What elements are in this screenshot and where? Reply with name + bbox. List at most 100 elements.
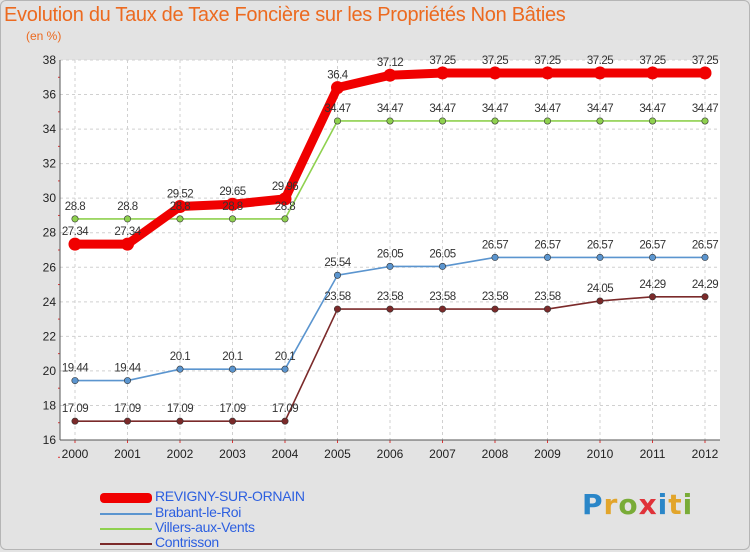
x-tick-label: 2009: [534, 447, 561, 461]
data-label-brabant: 20.1: [275, 351, 295, 363]
data-point-contrisson: [386, 305, 394, 313]
data-point-revigny: [593, 66, 607, 80]
data-label-contrisson: 23.58: [534, 291, 560, 303]
data-label-revigny: 29.65: [219, 186, 245, 198]
legend-swatch-contrisson: [100, 543, 152, 545]
legend-label-revigny: REVIGNY-SUR-ORNAIN: [155, 488, 305, 504]
legend-label-villers: Villers-aux-Vents: [155, 519, 255, 535]
proxiti-logo: Proxiti: [582, 488, 693, 521]
y-tick-label: 30: [43, 191, 57, 205]
data-point-contrisson: [176, 417, 184, 425]
data-point-brabant: [491, 253, 499, 261]
data-point-contrisson: [281, 417, 289, 425]
logo-letter: P: [582, 488, 604, 521]
data-point-revigny: [698, 66, 712, 80]
data-point-villers: [229, 215, 237, 223]
data-label-villers: 28.8: [117, 201, 137, 213]
data-point-brabant: [124, 377, 132, 385]
y-tick-label: 20: [43, 364, 57, 378]
data-point-brabant: [176, 365, 184, 373]
data-label-contrisson: 17.09: [114, 403, 140, 415]
data-point-revigny: [331, 81, 344, 95]
data-point-contrisson: [701, 293, 709, 301]
legend-swatch-villers: [100, 528, 152, 530]
logo-letter: o: [618, 488, 639, 521]
data-point-brabant: [281, 365, 289, 373]
y-tick-label: 22: [43, 329, 57, 343]
data-point-villers: [596, 117, 604, 125]
data-point-contrisson: [71, 417, 79, 425]
x-tick-label: 2000: [62, 447, 89, 461]
data-point-contrisson: [438, 305, 446, 313]
x-tick-label: 2011: [640, 447, 666, 461]
data-label-villers: 34.47: [324, 103, 350, 115]
data-label-villers: 34.47: [587, 103, 613, 115]
y-tick-label: 26: [43, 260, 57, 274]
data-point-brabant: [386, 262, 394, 270]
data-label-revigny: 37.25: [482, 55, 508, 67]
data-label-contrisson: 17.09: [272, 403, 298, 415]
data-label-revigny: 37.25: [429, 55, 455, 67]
data-point-brabant: [596, 253, 604, 261]
data-label-revigny: 37.25: [692, 55, 718, 67]
data-label-villers: 34.47: [482, 103, 508, 115]
data-point-contrisson: [596, 297, 604, 305]
data-point-revigny: [383, 68, 397, 82]
legend-swatch-revigny: [100, 493, 152, 503]
data-point-brabant: [71, 377, 79, 385]
data-label-villers: 28.8: [170, 201, 190, 213]
data-label-brabant: 26.05: [377, 248, 403, 260]
data-point-brabant: [648, 253, 656, 261]
data-label-brabant: 26.57: [587, 239, 613, 251]
data-label-brabant: 26.05: [429, 248, 455, 260]
data-label-revigny: 29.96: [272, 181, 298, 193]
data-label-brabant: 26.57: [692, 239, 718, 251]
data-label-brabant: 19.44: [62, 363, 89, 375]
y-tick-label: 34: [43, 122, 57, 136]
data-point-contrisson: [333, 305, 341, 313]
logo-letter: i: [657, 488, 669, 521]
data-point-villers: [176, 215, 184, 223]
data-point-villers: [701, 117, 709, 125]
data-label-revigny: 37.25: [534, 55, 560, 67]
data-label-brabant: 19.44: [114, 363, 141, 375]
logo-letter: t: [668, 488, 683, 521]
y-tick-label: 16: [43, 433, 57, 447]
data-point-revigny: [646, 66, 659, 80]
y-tick-label: 38: [43, 53, 57, 67]
data-label-revigny: 37.25: [639, 55, 665, 67]
data-point-brabant: [543, 253, 551, 261]
data-point-brabant: [701, 253, 709, 261]
data-label-contrisson: 17.09: [167, 403, 193, 415]
legend-label-brabant: Brabant-le-Roi: [155, 504, 242, 520]
data-point-contrisson: [124, 417, 132, 425]
data-point-villers: [386, 117, 394, 125]
y-tick-label: 18: [43, 398, 57, 412]
data-label-revigny: 27.34: [62, 226, 89, 238]
data-point-villers: [648, 117, 656, 125]
data-point-revigny: [278, 192, 292, 206]
y-tick-label: 36: [43, 88, 57, 102]
data-label-villers: 34.47: [692, 103, 718, 115]
data-point-contrisson: [491, 305, 499, 313]
data-point-villers: [124, 215, 132, 223]
logo-letter: r: [603, 488, 619, 521]
x-tick-label: 2012: [692, 447, 719, 461]
data-point-brabant: [333, 271, 341, 279]
y-axis-unit: (en %): [26, 29, 62, 43]
data-label-contrisson: 24.29: [692, 279, 718, 291]
data-label-revigny: 37.25: [587, 55, 613, 67]
data-label-revigny: 37.12: [377, 57, 403, 69]
data-label-villers: 28.8: [275, 201, 295, 213]
y-tick-label: 32: [43, 157, 57, 171]
x-tick-label: 2008: [482, 447, 509, 461]
data-point-revigny: [488, 66, 502, 80]
data-label-revigny: 36.4: [327, 70, 348, 82]
data-label-villers: 34.47: [534, 103, 560, 115]
data-point-revigny: [68, 237, 82, 251]
data-label-villers: 34.47: [429, 103, 455, 115]
legend-label-contrisson: Contrisson: [155, 534, 219, 550]
data-label-contrisson: 23.58: [324, 291, 350, 303]
data-label-brabant: 20.1: [222, 351, 242, 363]
data-point-revigny: [226, 197, 239, 211]
